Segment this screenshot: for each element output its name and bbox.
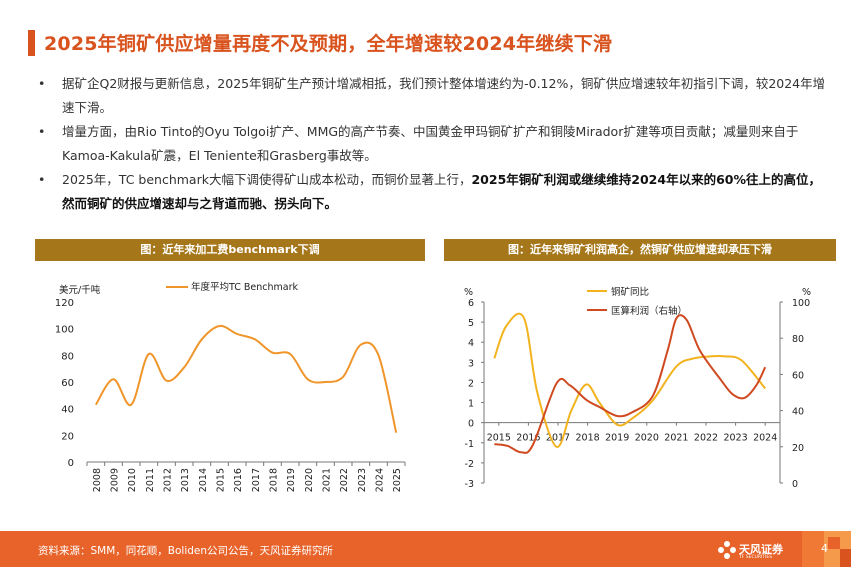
x-tick-label: 2020 [635, 433, 659, 444]
legend-label: 年度平均TC Benchmark [191, 281, 299, 293]
left-tick-label: 2 [468, 378, 474, 389]
bullet-text: 2025年，TC benchmark大幅下调使得矿山成本松动，而铜价显著上行， [62, 172, 472, 187]
y-tick-label: 20 [61, 431, 74, 442]
series-line-estimated-profit [494, 314, 767, 454]
x-tick-label: 2013 [180, 468, 191, 492]
left-tick-label: 4 [468, 338, 474, 349]
y-axis-label: 美元/千吨 [59, 284, 101, 296]
chart-right-header: 图：近年来铜矿利润高企，然铜矿供应增速却承压下滑 [444, 239, 836, 261]
x-tick-label: 2022 [339, 468, 350, 492]
x-tick-label: 2017 [251, 468, 262, 492]
bullet-dot: • [38, 172, 46, 187]
x-tick-label: 2018 [576, 433, 600, 444]
left-tick-label: 3 [468, 358, 474, 369]
legend-label: 匡算利润（右轴） [611, 305, 687, 317]
left-tick-label: 5 [468, 318, 474, 329]
legend-label: 铜矿同比 [611, 286, 649, 298]
bullet-text: 增量方面，由Rio Tinto的Oyu Tolgoi扩产、MMG的高产节奏、中国… [62, 124, 799, 163]
chart-left-header: 图：近年来加工费benchmark下调 [35, 239, 425, 261]
x-tick-label: 2020 [304, 468, 315, 492]
left-tick-label: -3 [465, 479, 474, 490]
x-tick-label: 2023 [357, 468, 368, 492]
bullet-bold-text: 2025年铜矿利润或继续维持2024年以来的60%往上的高位，然而铜矿的供应增速… [62, 172, 821, 211]
x-tick-label: 2014 [198, 468, 209, 492]
y-tick-label: 100 [55, 325, 74, 336]
x-tick-label: 2021 [322, 468, 333, 492]
x-tick-label: 2008 [92, 468, 103, 492]
right-axis-unit: % [802, 287, 811, 298]
x-tick-label: 2011 [145, 468, 156, 492]
y-tick-label: 0 [68, 458, 74, 469]
x-tick-label: 2016 [516, 433, 540, 444]
right-tick-label: 60 [792, 370, 804, 381]
x-tick-label: 2023 [724, 433, 748, 444]
bullet-dot: • [38, 76, 46, 91]
x-tick-label: 2025 [392, 468, 403, 492]
left-tick-label: 6 [468, 298, 474, 309]
x-tick-label: 2016 [233, 468, 244, 492]
bullet-text: 据矿企Q2财报与更新信息，2025年铜矿生产预计增减相抵，我们预计整体增速约为-… [62, 76, 826, 115]
logo-name: 天风证券 [739, 543, 783, 556]
footer-decoration [780, 531, 851, 567]
x-tick-label: 2019 [286, 468, 297, 492]
left-tick-label: -1 [465, 439, 474, 450]
logo-subtitle: TF SECURITIES [739, 555, 773, 560]
left-tick-label: 0 [468, 419, 474, 430]
y-tick-label: 40 [61, 405, 74, 416]
tc-benchmark-chart: 美元/千吨 0 20 40 60 80 100 120 2008 2009 2010 2011 2012… [55, 281, 406, 492]
series-line-copper-yoy [493, 312, 766, 448]
page-number: 4 [821, 542, 828, 555]
y-tick-label: 80 [61, 351, 74, 362]
right-tick-label: 80 [792, 334, 804, 345]
bullet-item: • 2025年，TC benchmark大幅下调使得矿山成本松动，而铜价显著上行，… [38, 168, 828, 216]
bullet-item: • 增量方面，由Rio Tinto的Oyu Tolgoi扩产、MMG的高产节奏、中… [38, 120, 828, 168]
right-tick-label: 0 [792, 479, 798, 490]
left-tick-label: -2 [465, 459, 474, 470]
bullet-list: • 据矿企Q2财报与更新信息，2025年铜矿生产预计增减相抵，我们预计整体增速约为… [38, 72, 828, 216]
x-tick-label: 2021 [664, 433, 688, 444]
x-tick-label: 2017 [546, 433, 570, 444]
bullet-item: • 据矿企Q2财报与更新信息，2025年铜矿生产预计增减相抵，我们预计整体增速约为… [38, 72, 828, 120]
left-tick-label: 1 [468, 399, 474, 410]
footer-source: 资料来源：SMM，同花顺，Boliden公司公告，天风证券研究所 [38, 545, 334, 557]
title-accent-bar [28, 30, 35, 56]
right-tick-label: 20 [792, 443, 804, 454]
tianfeng-logo-icon [718, 541, 736, 559]
series-line-tc-benchmark [94, 324, 398, 433]
footer-band [0, 531, 851, 567]
y-tick-label: 120 [55, 298, 74, 309]
x-tick-label: 2015 [487, 433, 511, 444]
x-tick-label: 2009 [110, 468, 121, 492]
right-tick-label: 40 [792, 407, 804, 418]
x-tick-label: 2024 [375, 468, 386, 492]
x-tick-label: 2015 [216, 468, 227, 492]
left-axis-unit: % [464, 287, 473, 298]
bullet-dot: • [38, 124, 46, 139]
x-tick-label: 2012 [163, 468, 174, 492]
right-tick-label: 100 [792, 298, 810, 309]
x-tick-label: 2019 [605, 433, 629, 444]
y-tick-label: 60 [61, 378, 74, 389]
x-tick-label: 2010 [127, 468, 138, 492]
page-title: 2025年铜矿供应增量再度不及预期，全年增速较2024年继续下滑 [44, 33, 613, 55]
x-tick-label: 2022 [694, 433, 718, 444]
x-tick-label: 2024 [753, 433, 777, 444]
x-tick-label: 2018 [269, 468, 280, 492]
